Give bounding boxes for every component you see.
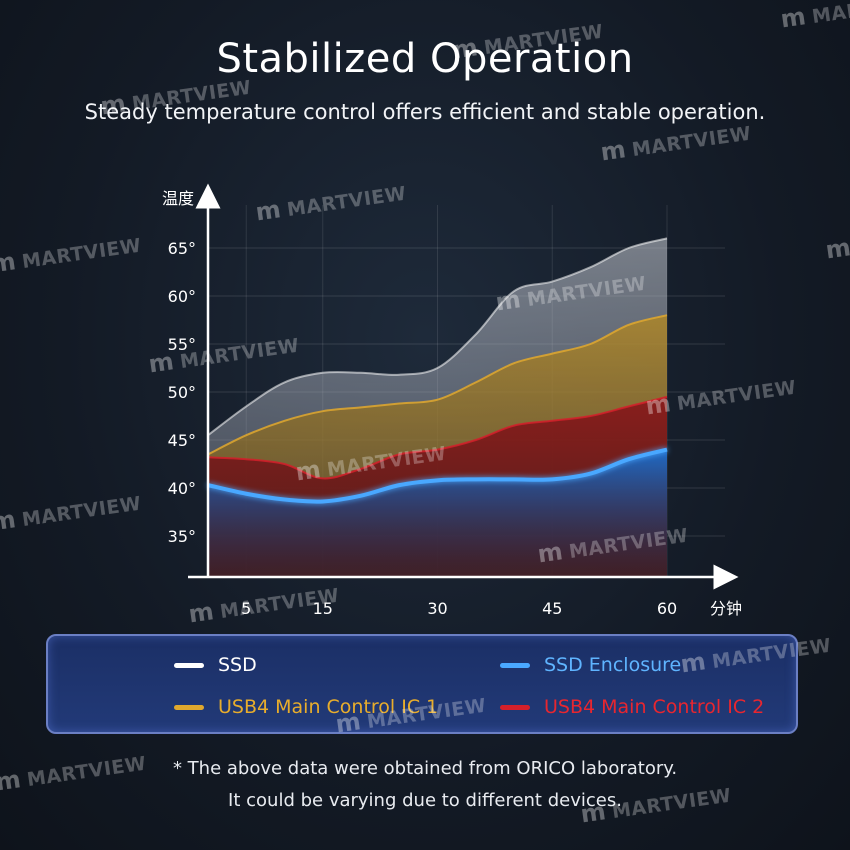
line-ssd-enclosure (207, 447, 668, 504)
y-tick-label: 50° (168, 383, 196, 402)
watermark-logo-icon: m (333, 707, 363, 739)
footnote-line-2: It could be varying due to different dev… (228, 790, 622, 811)
watermark-logo-icon: m (0, 765, 23, 797)
watermark-logo-icon: m (0, 247, 18, 279)
legend-swatch-ssd (174, 662, 204, 668)
line-ic1 (207, 314, 668, 456)
watermark-logo-icon: m (493, 285, 523, 317)
watermark-logo-icon: m (450, 33, 480, 65)
chart-axes (188, 183, 739, 590)
y-tick-label: 55° (168, 335, 196, 354)
legend-swatch-ic2 (500, 704, 530, 710)
watermark-logo-icon: m (678, 647, 708, 679)
legend-label-ic1: USB4 Main Control IC 1 (218, 696, 439, 718)
y-tick-label: 40° (168, 479, 196, 498)
legend-label-ic2: USB4 Main Control IC 2 (544, 696, 765, 718)
watermark-text: MARTVIEW (810, 0, 850, 29)
x-tick-label: 15 (313, 599, 333, 618)
legend-item-ic1: USB4 Main Control IC 1 (174, 696, 438, 718)
legend-swatch-ic1 (174, 704, 204, 710)
watermark-logo-icon: m (293, 455, 323, 487)
legend-item-ic2: USB4 Main Control IC 2 (500, 696, 764, 718)
watermark-logo-icon: m (643, 389, 673, 421)
chart-areas (208, 238, 667, 577)
page-title: Stabilized Operation (216, 36, 634, 82)
footnote-line-1: * The above data were obtained from ORIC… (172, 758, 678, 779)
legend-panel: SSD SSD Enclosure USB4 Main Control IC 1… (46, 634, 798, 734)
y-tick-label: 60° (168, 287, 196, 306)
x-axis-label: 分钟 (710, 599, 742, 618)
legend-label-ssd: SSD (218, 654, 257, 676)
legend-item-ssd: SSD (174, 654, 257, 676)
line-ic2 (207, 395, 668, 480)
watermark-logo-icon: m (146, 347, 176, 379)
page-subtitle: Steady temperature control offers effici… (84, 100, 766, 124)
watermark-logo-icon: m (598, 135, 628, 167)
chart-lines (207, 237, 668, 504)
watermark-logo-icon: m (98, 89, 128, 121)
y-axis-label: 温度 (162, 189, 194, 208)
x-tick-label: 60 (657, 599, 677, 618)
watermark-logo-icon: m (823, 233, 850, 265)
watermark-logo-icon: m (778, 2, 808, 34)
watermark-logo-icon: m (253, 195, 283, 227)
line-ssd (207, 237, 668, 436)
y-tick-label: 35° (168, 527, 196, 546)
watermark-logo-icon: m (186, 597, 216, 629)
x-tick-label: 5 (241, 599, 251, 618)
watermark-logo-icon: m (0, 505, 18, 537)
legend-item-ssd-enclosure: SSD Enclosure (500, 654, 681, 676)
legend-label-ssd-enclosure: SSD Enclosure (544, 654, 682, 676)
y-tick-label: 65° (168, 239, 196, 258)
x-tick-label: 30 (427, 599, 447, 618)
y-tick-label: 45° (168, 431, 196, 450)
legend-swatch-ssd-enclosure (500, 662, 530, 668)
watermark-logo-icon: m (578, 797, 608, 829)
watermark-logo-icon: m (535, 537, 565, 569)
x-tick-label: 45 (542, 599, 562, 618)
area-ssd-enclosure (208, 449, 667, 577)
